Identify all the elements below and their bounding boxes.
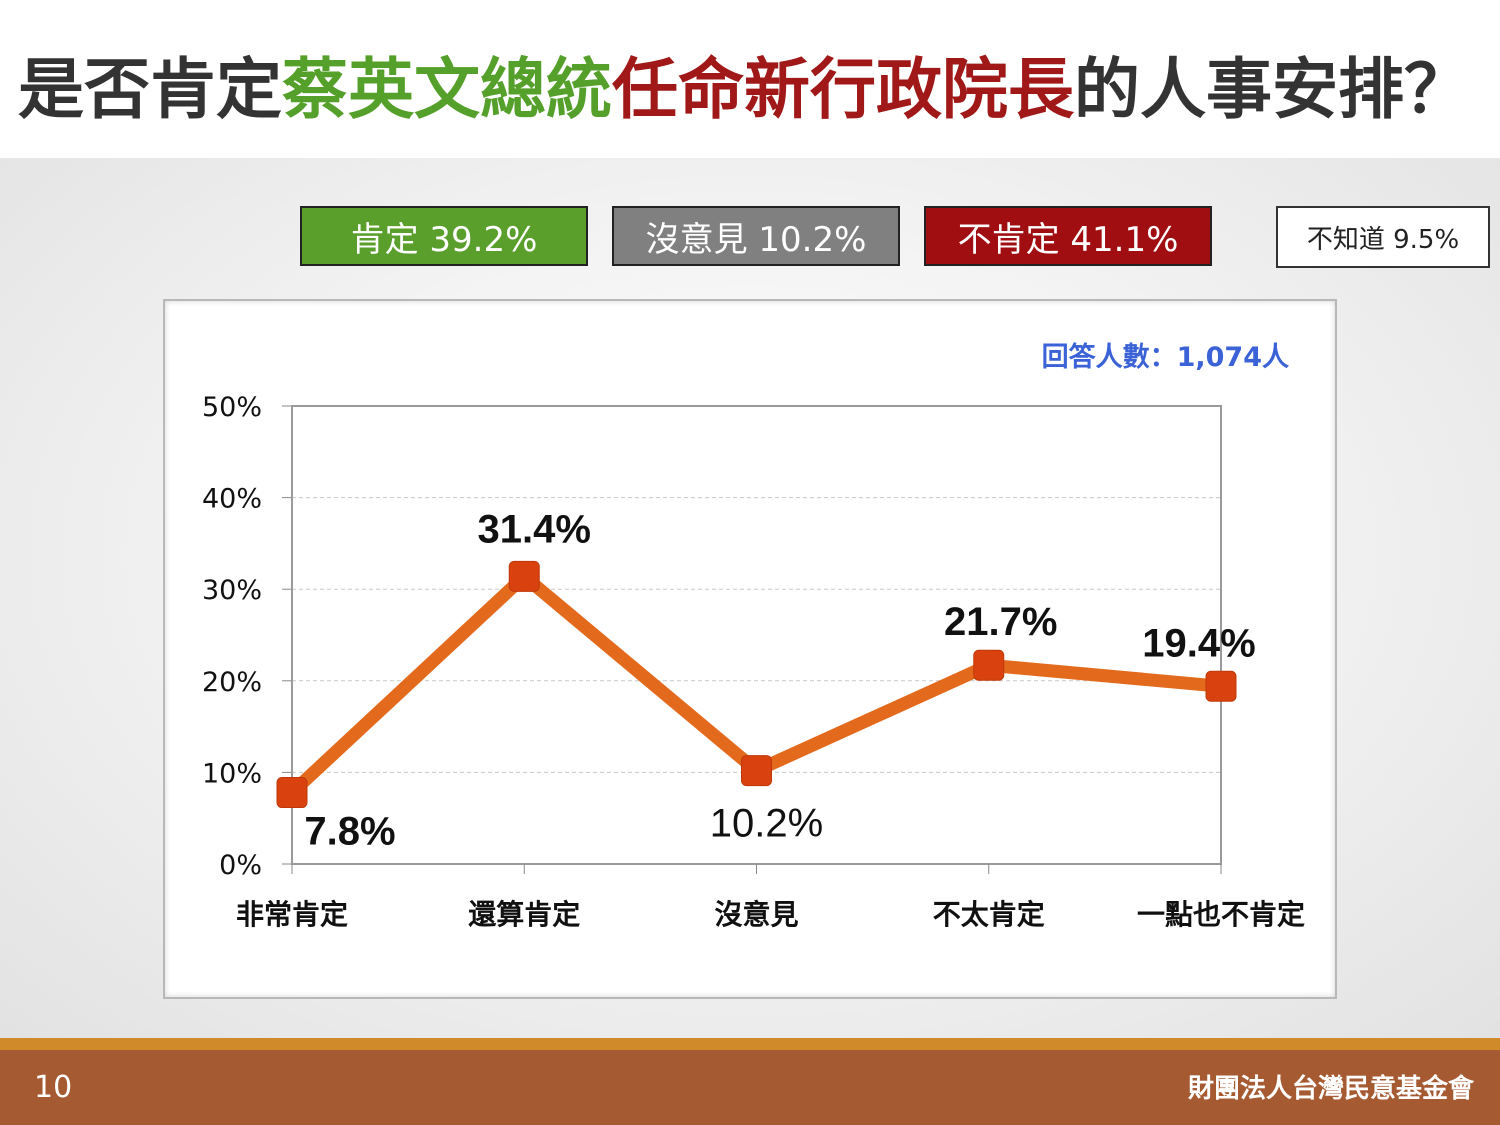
page-number: 10: [34, 1070, 73, 1105]
title-part-1: 是否肯定: [18, 51, 282, 128]
organization-name: 財團法人台灣民意基金會: [1187, 1074, 1474, 1104]
title-bar: 是否肯定蔡英文總統任命新行政院長的人事安排？: [0, 0, 1500, 158]
y-tick-label: 50%: [202, 392, 262, 423]
data-point: [741, 755, 772, 787]
data-point: [973, 649, 1005, 681]
x-tick-label: 非常肯定: [236, 898, 348, 931]
title-part-2: 蔡英文總統: [282, 51, 612, 128]
y-tick-label: 20%: [202, 667, 262, 698]
line-chart: 0% 10% 20% 30% 40% 50% 非常肯定 還算肯定 沒意見 不太肯定 一點也不肯定 7.…: [202, 341, 1305, 931]
summary-neutral: 沒意見 10.2%: [612, 206, 900, 266]
data-label: 31.4%: [478, 507, 591, 551]
y-tick-label: 40%: [202, 484, 262, 515]
x-tick-label: 沒意見: [714, 898, 798, 931]
data-point: [508, 560, 540, 592]
x-tick-label: 一點也不肯定: [1137, 898, 1305, 931]
x-tick-label: 不太肯定: [933, 898, 1045, 931]
respondent-count: 回答人數：1,074人: [1042, 341, 1289, 373]
summary-unknown: 不知道 9.5%: [1276, 206, 1490, 268]
data-point: [276, 777, 308, 809]
y-tick-label: 0%: [219, 850, 262, 881]
data-label: 21.7%: [944, 600, 1057, 644]
x-tick-label: 還算肯定: [468, 898, 580, 931]
title-part-3: 任命新行政院長: [612, 51, 1074, 128]
data-label: 10.2%: [710, 802, 823, 846]
chart-frame: 0% 10% 20% 30% 40% 50% 非常肯定 還算肯定 沒意見 不太肯定 一點也不肯定 7.…: [163, 299, 1337, 999]
plot-area: [291, 405, 1222, 865]
y-tick-label: 30%: [202, 575, 262, 606]
title-part-4: 的人事安排？: [1074, 51, 1470, 128]
footer: [0, 1050, 1500, 1125]
y-tick-label: 10%: [202, 758, 262, 789]
slide-title: 是否肯定蔡英文總統任命新行政院長的人事安排？: [18, 36, 1470, 132]
data-label: 19.4%: [1142, 621, 1255, 665]
data-label: 7.8%: [304, 810, 395, 854]
summary-approve: 肯定 39.2%: [300, 206, 588, 266]
summary-disapprove: 不肯定 41.1%: [924, 206, 1212, 266]
footer-stripe: [0, 1038, 1500, 1050]
data-point: [1205, 670, 1237, 702]
